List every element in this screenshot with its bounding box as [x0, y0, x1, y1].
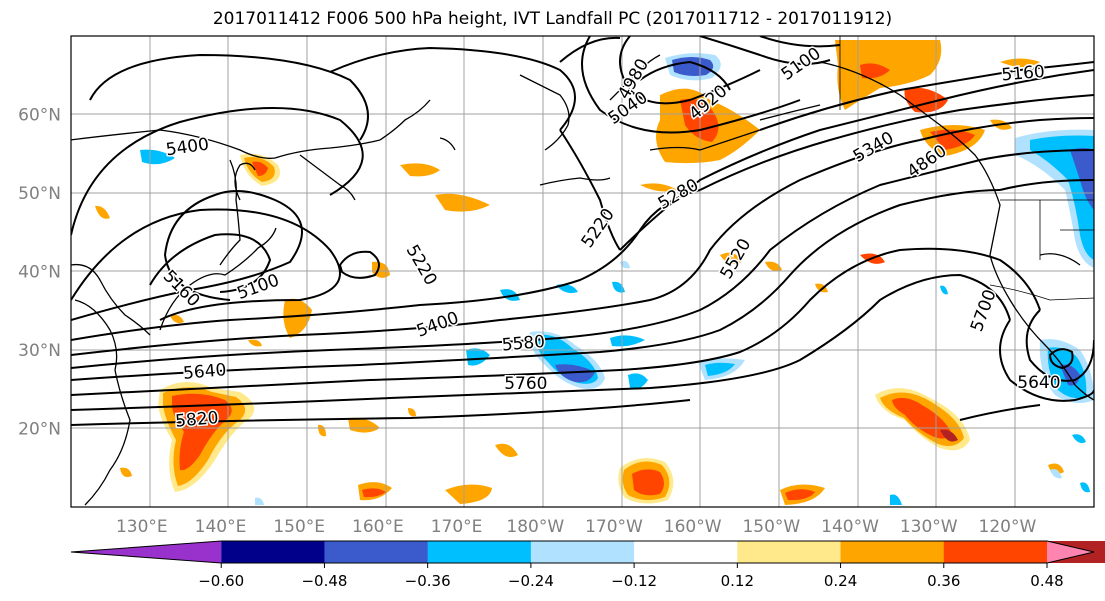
colorbar-tick-label: 0.48 [1030, 572, 1063, 590]
colorbar-tick-label: 0.36 [927, 572, 960, 590]
contour-label: 5580 [501, 332, 546, 356]
colorbar-tick-label: 0.24 [824, 572, 857, 590]
lon-tick-label: 130°W [900, 517, 958, 537]
lon-tick-label: 170°E [431, 517, 483, 537]
contour-label: 5160 [1001, 62, 1046, 86]
colorbar-tick-label: −0.60 [198, 572, 244, 590]
contour-label: 5520 [716, 235, 755, 282]
lon-tick-label: 150°E [273, 517, 325, 537]
borders [839, 36, 1094, 301]
contour-label: 5100 [778, 44, 825, 85]
lon-tick-label: 120°W [979, 517, 1037, 537]
lat-tick-label: 40°N [18, 263, 61, 283]
contour-label: 5760 [504, 374, 547, 394]
colorbar-tick-label: −0.12 [611, 572, 657, 590]
contour-label: 5700 [967, 287, 1001, 334]
contour-label: 5400 [414, 308, 461, 342]
lon-tick-label: 150°W [742, 517, 800, 537]
lat-tick-label: 20°N [18, 420, 61, 440]
contour-label: 5220 [578, 205, 619, 252]
lon-tick-label: 140°E [195, 517, 247, 537]
lon-tick-label: 160°W [664, 517, 722, 537]
lat-tick-label: 30°N [18, 341, 61, 361]
map-title: 2017011412 F006 500 hPa height, IVT Land… [212, 9, 893, 29]
contour-label: 5280 [655, 175, 702, 214]
contour-label: 5340 [850, 128, 897, 167]
lon-tick-label: 170°W [585, 517, 643, 537]
contour-label: 5100 [235, 270, 282, 304]
lat-tick-label: 60°N [18, 106, 61, 126]
lon-tick-label: 130°E [116, 517, 168, 537]
contour-label: 5400 [165, 135, 211, 161]
colorbar-tick-label: −0.36 [405, 572, 451, 590]
lon-tick-label: 160°E [352, 517, 404, 537]
contour-label: 5640 [182, 360, 227, 384]
contour-label: 5820 [174, 408, 219, 432]
map-frame [70, 35, 1095, 508]
colorbar-tick-label: −0.48 [301, 572, 347, 590]
height-contours [71, 36, 1094, 426]
contour-label: 5220 [402, 241, 441, 288]
graticule [71, 36, 1094, 507]
lon-tick-label: 140°W [821, 517, 879, 537]
colorbar-tick-label: 0.12 [721, 572, 754, 590]
coastlines [71, 54, 1094, 506]
longitude-labels: 130°E 140°E 150°E 160°E 170°E 180°W 170°W 160°W… [116, 517, 1037, 537]
latitude-labels: 20°N 30°N 40°N 50°N 60°N [18, 106, 61, 440]
lon-tick-label: 180°W [506, 517, 564, 537]
ivt-height-map: 20°N 30°N 40°N 50°N 60°N 130°E 140°E 150°E 160°… [18, 35, 1095, 537]
lat-tick-label: 50°N [18, 184, 61, 204]
contour-label: 5640 [1017, 373, 1060, 393]
colorbar-tick-label: −0.24 [508, 572, 554, 590]
